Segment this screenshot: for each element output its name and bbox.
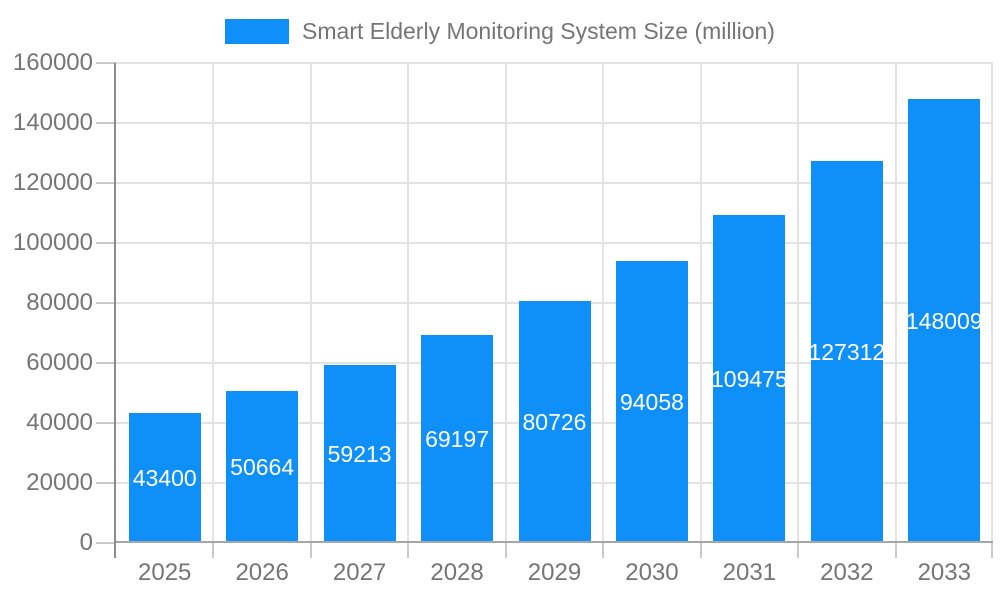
bar-value-label: 80726 [522, 408, 587, 435]
x-axis-tick-label: 2026 [235, 559, 289, 586]
bar[interactable] [128, 412, 201, 543]
bar[interactable] [810, 161, 883, 543]
y-axis-tick [96, 542, 116, 544]
y-axis-tick [96, 302, 116, 304]
h-gridline [116, 182, 993, 184]
bar-value-label: 59213 [327, 441, 392, 468]
h-gridline [116, 122, 993, 124]
y-axis-tick-label: 40000 [26, 409, 93, 436]
y-axis-line [114, 63, 116, 558]
bar-value-label: 69197 [425, 426, 490, 453]
y-axis-tick-label: 120000 [12, 169, 93, 196]
y-axis-tick [96, 62, 116, 64]
bar[interactable] [323, 365, 396, 543]
y-axis-tick [96, 362, 116, 364]
plot-area: 43400 50664 59213 69197 80726 94058 109475 1273… [114, 62, 993, 558]
h-gridline [116, 62, 993, 64]
x-axis-tick [505, 543, 507, 558]
bar-value-label: 94058 [619, 388, 684, 415]
v-gridline [505, 63, 507, 543]
bar[interactable] [421, 335, 494, 543]
y-axis-tick [96, 122, 116, 124]
y-axis-tick-label: 100000 [12, 229, 93, 256]
legend-label[interactable]: Smart Elderly Monitoring System Size (mi… [302, 18, 775, 44]
bar-value-label: 109475 [711, 365, 788, 392]
x-axis-tick-label: 2031 [722, 559, 777, 586]
x-axis-tick [407, 543, 409, 558]
v-gridline [700, 63, 702, 543]
bar[interactable] [615, 260, 688, 543]
v-gridline [212, 63, 214, 543]
x-axis-tick-label: 2027 [332, 559, 387, 586]
y-axis-tick-label: 20000 [26, 469, 93, 496]
y-axis-tick [96, 422, 116, 424]
bar-value-label: 50664 [230, 454, 295, 480]
x-axis-tick [700, 543, 702, 558]
x-axis-tick [602, 543, 604, 558]
x-axis-tick [895, 543, 897, 558]
v-gridline [895, 63, 897, 543]
y-axis-tick [96, 482, 116, 484]
x-axis-line [116, 541, 993, 543]
y-axis-tick-label: 80000 [26, 289, 93, 316]
x-axis-tick-label: 2025 [138, 559, 192, 586]
x-axis-tick-label: 2029 [527, 559, 582, 586]
x-axis-tick-label: 2028 [430, 559, 484, 586]
v-gridline [310, 63, 312, 543]
y-axis-tick-label: 60000 [26, 349, 93, 376]
bar[interactable] [713, 214, 786, 543]
x-axis-tick [212, 543, 214, 558]
v-gridline [407, 63, 409, 543]
bar-value-label: 148009 [905, 307, 983, 334]
legend[interactable]: Smart Elderly Monitoring System Size (mi… [0, 18, 1000, 45]
y-axis-tick [96, 182, 116, 184]
x-axis-tick-label: 2030 [625, 559, 679, 586]
y-axis-tick-label: 140000 [12, 109, 93, 136]
bar[interactable] [226, 391, 299, 543]
v-gridline [797, 63, 799, 543]
x-axis-tick-label: 2032 [820, 559, 874, 586]
bar-value-label: 43400 [132, 464, 197, 491]
h-gridline [116, 242, 993, 244]
x-axis-tick [310, 543, 312, 558]
y-axis-tick [96, 242, 116, 244]
bar[interactable] [518, 300, 591, 543]
y-axis-tick-label: 0 [79, 529, 93, 556]
v-gridline [602, 63, 604, 543]
v-gridline [991, 63, 993, 543]
x-axis-tick [797, 543, 799, 558]
x-axis-tick-label: 2033 [917, 559, 971, 586]
bar-value-label: 127312 [808, 339, 886, 366]
y-axis-tick-label: 160000 [12, 49, 93, 76]
x-axis-tick [991, 543, 993, 558]
legend-swatch[interactable] [225, 19, 290, 44]
bar[interactable] [908, 98, 981, 543]
